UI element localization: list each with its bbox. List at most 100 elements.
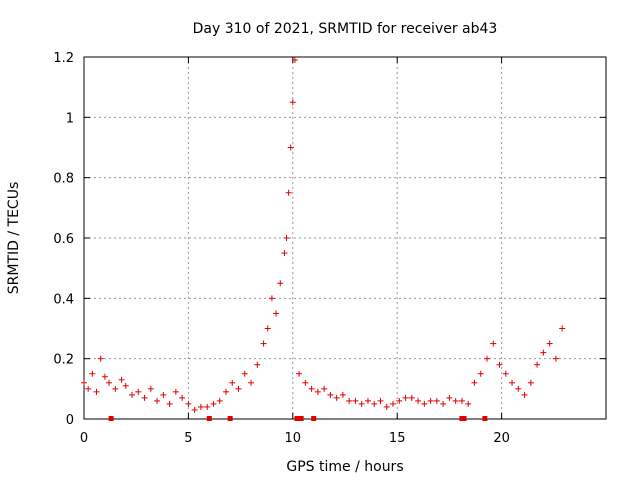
data-point: [333, 394, 340, 401]
data-point: [216, 397, 223, 404]
data-point: [285, 189, 292, 196]
data-point: [509, 379, 516, 386]
grid-lines: [84, 57, 606, 419]
data-point: [197, 403, 204, 410]
data-point: [377, 397, 384, 404]
data-point: [172, 388, 179, 395]
data-point: [210, 400, 217, 407]
y-tick-label: 0: [66, 413, 74, 428]
data-point: [346, 397, 353, 404]
data-point: [452, 397, 459, 404]
data-point: [408, 394, 415, 401]
data-point: [402, 394, 409, 401]
data-point: [483, 355, 490, 362]
data-point: [321, 385, 328, 392]
data-point: [101, 373, 108, 380]
y-tick-label: 0.8: [53, 172, 74, 187]
data-points: [81, 57, 566, 413]
data-point: [427, 397, 434, 404]
data-point: [458, 397, 465, 404]
data-point: [277, 280, 284, 287]
data-point: [465, 400, 472, 407]
data-point: [283, 235, 290, 241]
data-point: [296, 370, 303, 377]
data-point: [179, 394, 186, 401]
data-point: [546, 340, 553, 347]
data-point: [85, 385, 92, 392]
data-point: [281, 250, 288, 257]
data-point: [534, 361, 541, 368]
data-point: [339, 391, 346, 398]
data-point: [327, 391, 334, 398]
data-point: [287, 144, 294, 151]
data-point: [264, 325, 271, 332]
data-point: [371, 400, 378, 407]
data-point: [496, 361, 503, 368]
gap-marker: [482, 416, 488, 421]
data-point: [502, 370, 509, 377]
data-point: [268, 295, 275, 302]
gap-marker: [461, 416, 467, 421]
data-point: [515, 385, 522, 392]
data-point: [166, 400, 173, 407]
data-point: [222, 388, 229, 395]
data-point: [81, 379, 87, 386]
data-point: [141, 394, 148, 401]
data-point: [477, 370, 484, 377]
data-point: [421, 400, 428, 407]
chart-title: Day 310 of 2021, SRMTID for receiver ab4…: [193, 21, 498, 37]
data-point: [129, 391, 136, 398]
gap-marker: [206, 416, 212, 421]
data-point: [118, 376, 125, 383]
data-point: [248, 379, 255, 386]
data-point: [106, 379, 113, 386]
y-tick-label: 0.2: [53, 353, 74, 368]
y-tick-label: 0.4: [53, 292, 74, 307]
gap-marker: [311, 416, 317, 421]
x-tick-label: 15: [389, 431, 406, 446]
data-point: [97, 355, 104, 362]
data-point: [135, 388, 142, 395]
gap-marker: [298, 416, 304, 421]
data-point: [383, 403, 390, 410]
data-point: [241, 370, 248, 377]
data-point: [471, 379, 478, 386]
data-point: [433, 397, 440, 404]
y-axis: 0 0.2 0.4 0.6 0.8 1 1.2: [53, 51, 606, 428]
data-point: [154, 397, 161, 404]
data-point: [490, 340, 497, 347]
x-tick-label: 10: [285, 431, 302, 446]
data-point: [358, 400, 365, 407]
gap-markers: [108, 416, 488, 421]
data-point: [235, 385, 242, 392]
data-point: [446, 394, 453, 401]
data-point: [527, 379, 534, 386]
data-point: [302, 379, 309, 386]
x-tick-label: 5: [184, 431, 192, 446]
data-point: [308, 385, 315, 392]
gap-marker: [294, 416, 300, 421]
data-point: [390, 400, 397, 407]
data-point: [364, 397, 371, 404]
x-axis-label: GPS time / hours: [286, 459, 403, 475]
gap-marker: [227, 416, 233, 421]
data-point: [291, 57, 298, 64]
gap-marker: [108, 416, 114, 421]
data-point: [559, 325, 566, 332]
x-axis: 0 5 10 15 20: [80, 57, 510, 446]
data-point: [440, 400, 447, 407]
data-point: [89, 370, 96, 377]
x-tick-label: 0: [80, 431, 88, 446]
data-point: [540, 349, 547, 356]
y-tick-label: 0.6: [53, 232, 74, 247]
data-point: [147, 385, 154, 392]
data-point: [93, 388, 100, 395]
y-tick-label: 1.2: [53, 51, 74, 66]
data-point: [160, 391, 167, 398]
data-point: [254, 361, 261, 368]
data-point: [314, 388, 321, 395]
data-point: [229, 379, 236, 386]
data-point: [415, 397, 422, 404]
data-point: [204, 403, 211, 410]
